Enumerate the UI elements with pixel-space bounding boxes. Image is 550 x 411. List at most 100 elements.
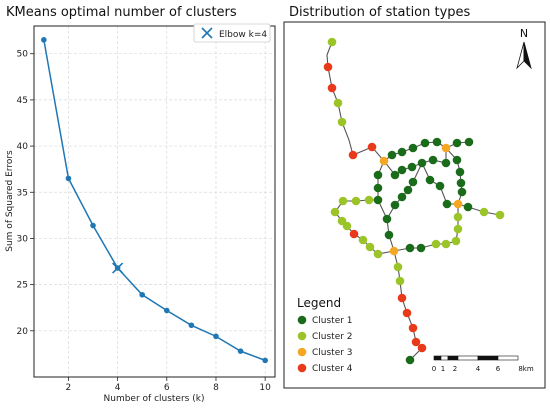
x-tick-label: 10 <box>259 383 271 393</box>
elbow-chart-ticks: 2 4 6 8 10 20 25 30 35 40 45 50 <box>17 50 272 393</box>
elbow-chart: KMeans optimal number of clusters 2 4 6 8 10… <box>5 5 276 404</box>
elbow-chart-series <box>41 37 268 364</box>
station-point <box>397 165 407 175</box>
station-point <box>373 183 383 193</box>
station-point <box>373 195 383 205</box>
station-point <box>323 62 333 72</box>
station-point <box>367 142 377 152</box>
elbow-marker <box>112 262 124 274</box>
station-point <box>358 235 368 245</box>
station-point <box>453 199 463 209</box>
sse-point <box>188 322 195 329</box>
elbow-legend-label: Elbow k=4 <box>219 30 267 40</box>
station-point <box>330 207 340 217</box>
station-point <box>390 200 400 210</box>
station-point <box>452 155 462 165</box>
station-point <box>397 293 407 303</box>
station-map: Distribution of station types N Legend C… <box>283 5 546 389</box>
y-tick-label: 50 <box>17 50 29 60</box>
map-legend-label: Cluster 4 <box>312 364 353 374</box>
sse-point <box>213 333 219 340</box>
north-arrow-label: N <box>520 27 528 40</box>
sse-point <box>237 348 244 354</box>
station-point <box>451 236 461 246</box>
station-point <box>389 246 399 256</box>
x-tick-label: 8 <box>213 383 219 393</box>
station-map-title: Distribution of station types <box>289 5 471 20</box>
x-axis-label: Number of clusters (k) <box>104 394 205 404</box>
station-point <box>431 239 441 249</box>
station-point <box>373 170 383 180</box>
y-axis-label: Sum of Squared Errors <box>5 150 15 252</box>
station-point <box>453 224 463 234</box>
station-point <box>405 243 415 253</box>
scale-bar-label: 6 <box>496 365 501 373</box>
elbow-legend-marker <box>201 27 213 39</box>
station-point <box>403 185 413 195</box>
y-tick-label: 35 <box>17 188 28 198</box>
elbow-legend-box <box>193 23 271 43</box>
station-point <box>408 177 418 187</box>
station-point <box>457 187 467 197</box>
station-point <box>417 158 427 168</box>
station-point <box>338 196 348 206</box>
station-point <box>435 181 445 191</box>
elbow-chart-frame <box>33 25 276 378</box>
station-point <box>441 239 451 249</box>
y-tick-label: 30 <box>17 234 29 244</box>
station-point <box>405 355 415 365</box>
scale-bar-segment <box>497 355 519 361</box>
station-point <box>382 214 392 224</box>
station-point <box>365 242 375 252</box>
station-point <box>408 323 418 333</box>
station-point <box>395 276 405 286</box>
scale-bar-segment <box>457 355 479 361</box>
y-tick-label: 40 <box>17 142 29 152</box>
station-point <box>425 175 435 185</box>
station-point <box>349 229 359 239</box>
station-point <box>390 170 400 180</box>
sse-point <box>262 357 268 364</box>
map-legend-swatch <box>297 315 307 325</box>
station-point <box>393 262 403 272</box>
station-point <box>479 207 489 217</box>
station-point <box>455 167 465 177</box>
scale-bar-segment <box>477 355 499 361</box>
station-point <box>402 308 412 318</box>
station-point <box>397 192 407 202</box>
station-point <box>327 83 337 93</box>
scale-bar-label: 4 <box>476 365 481 373</box>
north-arrow-left-half <box>516 41 525 70</box>
metro-line <box>326 41 470 162</box>
station-point <box>441 143 451 153</box>
station-point <box>432 137 442 147</box>
map-legend-swatch <box>297 347 307 357</box>
station-point <box>495 210 505 220</box>
map-legend-label: Cluster 1 <box>312 316 353 326</box>
station-point <box>456 178 466 188</box>
scale-bar-label: 2 <box>453 365 457 373</box>
stations <box>323 37 505 365</box>
sse-point <box>90 222 96 229</box>
station-point <box>351 196 361 206</box>
sse-point <box>163 307 170 314</box>
station-point <box>452 138 462 148</box>
scale-bar-label: 1 <box>441 365 445 373</box>
scale-bar-segment <box>447 355 459 361</box>
station-point <box>407 162 417 172</box>
north-arrow-right-half <box>523 41 532 70</box>
station-point <box>348 150 358 160</box>
station-point <box>379 156 389 166</box>
y-tick-label: 25 <box>17 281 28 291</box>
station-map-frame <box>283 21 546 389</box>
station-point <box>463 202 473 212</box>
sse-point <box>139 291 146 298</box>
station-point <box>417 343 427 353</box>
scale-bar-label: 0 <box>432 365 436 373</box>
station-point <box>397 147 407 157</box>
station-point <box>441 158 451 168</box>
station-point <box>337 117 347 127</box>
map-legend-items: Cluster 1 Cluster 2 Cluster 3 Cluster 4 <box>297 315 353 374</box>
station-point <box>416 243 426 253</box>
